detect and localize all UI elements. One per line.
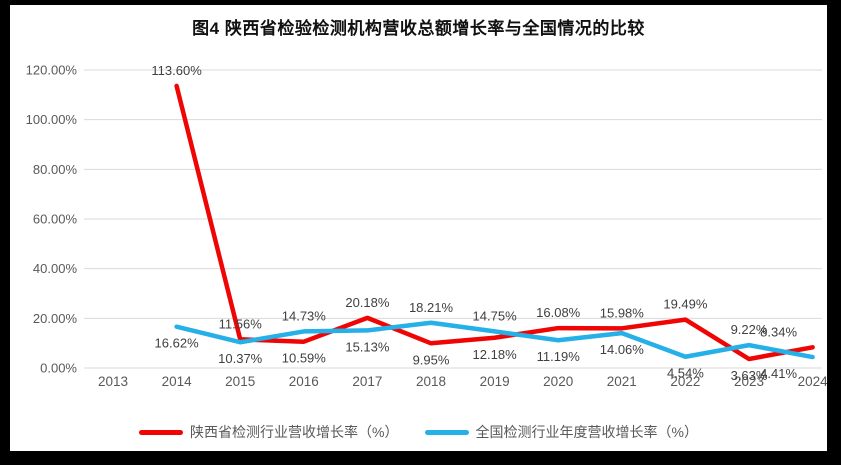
data-label: 8.34% <box>760 324 797 339</box>
series-line-shaanxi <box>174 83 815 362</box>
data-label: 14.06% <box>600 342 645 357</box>
y-tick-label: 20.00% <box>33 311 78 326</box>
x-tick-label: 2023 <box>734 374 764 389</box>
y-tick-label: 120.00% <box>26 63 78 78</box>
x-tick-label: 2013 <box>98 374 128 389</box>
data-label: 4.41% <box>760 366 797 381</box>
x-tick-label: 2024 <box>798 374 827 389</box>
x-tick-label: 2021 <box>607 374 637 389</box>
legend-swatch-shaanxi-icon <box>139 429 184 435</box>
data-label: 3.63% <box>731 368 768 383</box>
chart-plot-area: 0.00% 20.00% 40.00% 60.00% 80.00% 100.00% 120.… <box>26 63 827 389</box>
y-tick-label: 0.00% <box>40 361 77 376</box>
data-label: 113.60% <box>151 63 202 78</box>
y-tick-label: 40.00% <box>33 261 78 276</box>
data-label: 15.98% <box>600 305 645 320</box>
legend-label-national: 全国检测行业年度营收增长率（%） <box>475 424 698 440</box>
data-label: 18.21% <box>409 300 454 315</box>
legend-swatch-national-icon <box>424 429 469 435</box>
x-tick-label: 2014 <box>162 374 193 389</box>
x-tick-label: 2018 <box>416 374 446 389</box>
data-label: 14.75% <box>473 308 518 323</box>
data-label: 11.19% <box>537 349 581 364</box>
data-label: 9.22% <box>731 322 768 337</box>
data-label: 11.56% <box>219 316 263 331</box>
legend-item-national: 全国检测行业年度营收增长率（%） <box>424 422 698 442</box>
x-tick-label: 2015 <box>225 374 255 389</box>
data-label: 16.62% <box>155 336 200 351</box>
data-label: 16.08% <box>536 305 581 320</box>
y-tick-label: 100.00% <box>26 112 78 127</box>
data-label: 15.13% <box>345 339 390 354</box>
data-label: 10.59% <box>282 351 327 366</box>
x-tick-label: 2022 <box>670 374 700 389</box>
legend: 陕西省检测行业营收增长率（%） 全国检测行业年度营收增长率（%） <box>10 422 827 442</box>
y-tick-label: 60.00% <box>33 212 78 227</box>
legend-label-shaanxi: 陕西省检测行业营收增长率（%） <box>190 424 399 440</box>
series-line-national <box>174 320 815 360</box>
legend-item-shaanxi: 陕西省检测行业营收增长率（%） <box>139 422 399 442</box>
data-label: 19.49% <box>663 297 708 312</box>
data-label: 12.18% <box>473 347 518 362</box>
data-label: 10.37% <box>218 351 263 366</box>
chart-canvas: 图4 陕西省检验检测机构营收总额增长率与全国情况的比较 0.00% 20.00% 4… <box>10 5 827 451</box>
data-label: 20.18% <box>345 295 390 310</box>
x-tick-label: 2019 <box>480 374 510 389</box>
x-tick-label: 2017 <box>352 374 382 389</box>
x-tick-label: 2016 <box>289 374 319 389</box>
data-label: 4.54% <box>667 366 704 381</box>
data-label: 9.95% <box>413 352 450 367</box>
x-tick-label: 2020 <box>543 374 573 389</box>
chart-title: 图4 陕西省检验检测机构营收总额增长率与全国情况的比较 <box>192 19 645 38</box>
y-tick-label: 80.00% <box>33 162 78 177</box>
data-label: 14.73% <box>282 308 327 323</box>
